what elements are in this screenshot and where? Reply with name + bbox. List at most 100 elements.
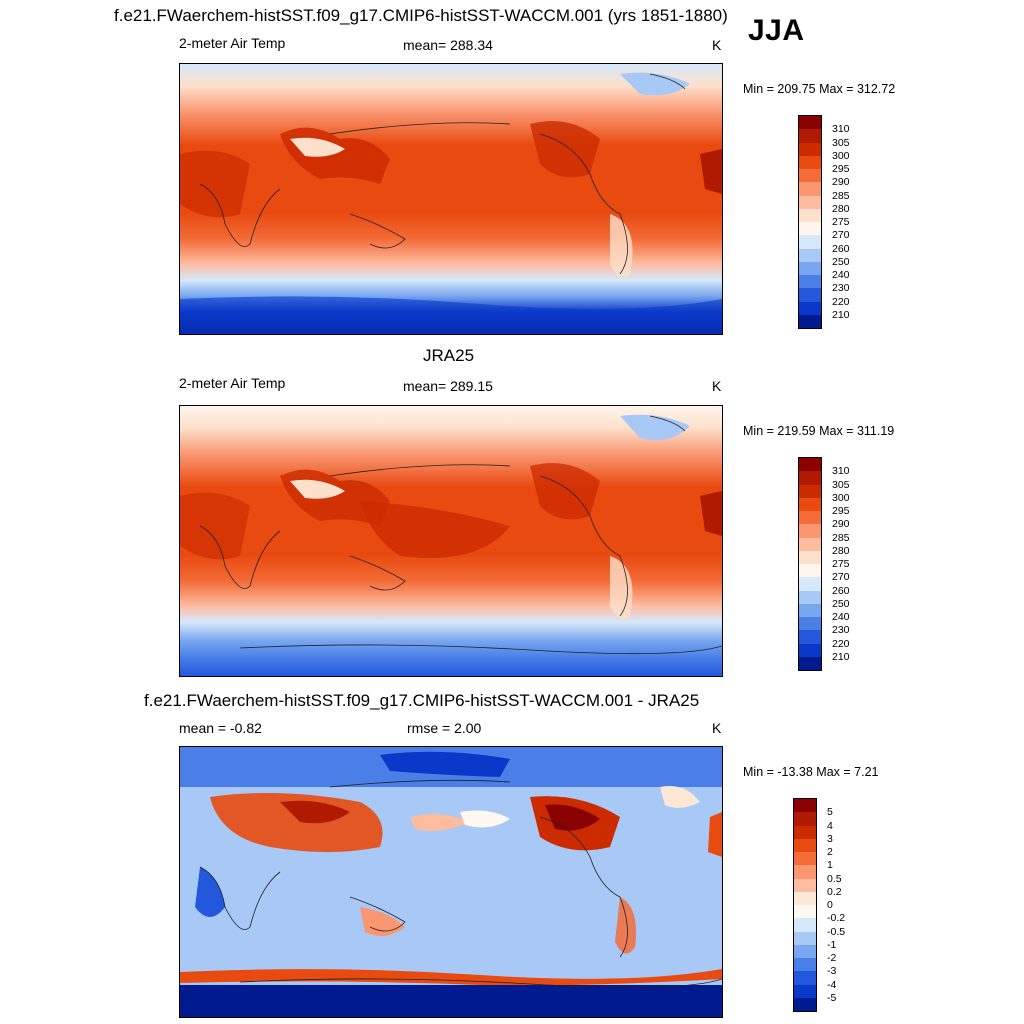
colorbar-swatch <box>799 577 821 591</box>
colorbar-swatch <box>794 812 816 826</box>
colorbar-swatch <box>799 248 821 262</box>
colorbar-swatch <box>794 878 816 892</box>
colorbar-tick-label: 295 <box>832 505 850 517</box>
colorbar-swatch <box>799 484 821 498</box>
colorbar-tick-label: 220 <box>832 295 850 308</box>
colorbar-tick-label: 4 <box>827 819 833 832</box>
colorbar-tick-label: 0.5 <box>827 872 842 885</box>
colorbar-tick-label: -4 <box>827 978 837 991</box>
colorbar-tick-label: -2 <box>827 952 837 964</box>
colorbar-tick-label: 230 <box>832 624 850 637</box>
colorbar-swatch <box>799 301 821 315</box>
panel1-minmax-label: Min = 209.75 Max = 312.72 <box>743 82 896 96</box>
colorbar-tick-label: 240 <box>832 611 850 623</box>
colorbar-swatch <box>794 918 816 932</box>
figure-title: f.e21.FWaerchem-histSST.f09_g17.CMIP6-hi… <box>114 6 728 25</box>
colorbar-swatch <box>799 497 821 511</box>
colorbar-tick-label: 250 <box>832 597 850 610</box>
panel2-colorbar <box>798 457 822 671</box>
panel3-unit-label: K <box>712 720 722 736</box>
colorbar-swatch <box>799 182 821 196</box>
colorbar-tick-label: -1 <box>827 938 837 951</box>
colorbar-tick-label: 285 <box>832 189 850 202</box>
colorbar-tick-label: 305 <box>832 478 850 491</box>
colorbar-swatch <box>799 195 821 209</box>
colorbar-swatch <box>799 617 821 631</box>
colorbar-swatch <box>799 288 821 302</box>
panel2-map-graphic <box>180 406 722 676</box>
colorbar-swatch <box>794 984 816 998</box>
colorbar-tick-label: 270 <box>832 229 850 242</box>
colorbar-tick-label: 230 <box>832 282 850 295</box>
colorbar-tick-label: -3 <box>827 965 837 978</box>
colorbar-tick-label: 210 <box>832 308 850 321</box>
colorbar-tick-label: 300 <box>832 149 850 162</box>
colorbar-swatch <box>794 931 816 945</box>
colorbar-tick-label: 310 <box>832 465 850 478</box>
colorbar-swatch <box>799 643 821 657</box>
colorbar-tick-label: 275 <box>832 558 850 570</box>
colorbar-tick-label: -0.2 <box>827 912 846 925</box>
panel2-minmax-label: Min = 219.59 Max = 311.19 <box>743 424 895 438</box>
colorbar-tick-label: 285 <box>832 531 850 544</box>
colorbar-tick-label: -0.5 <box>827 925 846 938</box>
colorbar-tick-label: 270 <box>832 571 850 584</box>
colorbar-swatch <box>799 222 821 236</box>
colorbar-tick-label: 260 <box>832 242 850 255</box>
panel1-mean-label: mean= 288.34 <box>403 37 493 53</box>
colorbar-swatch <box>794 799 816 813</box>
colorbar-swatch <box>794 971 816 985</box>
panel2-mean-label: mean= 289.15 <box>403 378 493 394</box>
colorbar-tick-label: 5 <box>827 806 833 819</box>
colorbar-tick-label: 220 <box>832 637 850 650</box>
colorbar-swatch <box>799 511 821 525</box>
colorbar-tick-label: 280 <box>832 202 850 215</box>
panel2-unit-label: K <box>712 378 722 394</box>
colorbar-tick-label: 275 <box>832 216 850 228</box>
colorbar-swatch <box>799 208 821 222</box>
panel1-temperature-map <box>179 63 723 335</box>
colorbar-tick-label: 305 <box>832 136 850 149</box>
colorbar-swatch <box>799 550 821 564</box>
colorbar-swatch <box>799 235 821 249</box>
colorbar-tick-label: -5 <box>827 991 837 1004</box>
panel3-difference-map <box>179 746 723 1018</box>
colorbar-swatch <box>794 944 816 958</box>
colorbar-tick-label: 2 <box>827 846 833 858</box>
colorbar-swatch <box>799 630 821 644</box>
panel2-temperature-map <box>179 405 723 677</box>
panel3-rmse-label: rmse = 2.00 <box>407 720 482 736</box>
colorbar-tick-label: 0.2 <box>827 885 842 898</box>
colorbar-tick-label: 0 <box>827 899 833 911</box>
colorbar-tick-label: 295 <box>832 163 850 175</box>
panel3-title: f.e21.FWaerchem-histSST.f09_g17.CMIP6-hi… <box>144 691 700 710</box>
colorbar-tick-label: 210 <box>832 650 850 663</box>
colorbar-swatch <box>794 891 816 905</box>
colorbar-tick-label: 1 <box>827 859 833 872</box>
colorbar-tick-label: 260 <box>832 584 850 597</box>
colorbar-swatch <box>799 471 821 485</box>
colorbar-tick-label: 3 <box>827 832 833 845</box>
colorbar-swatch <box>799 537 821 551</box>
colorbar-swatch <box>799 314 821 328</box>
colorbar-swatch <box>799 603 821 617</box>
colorbar-swatch <box>794 825 816 839</box>
colorbar-swatch <box>799 155 821 169</box>
panel1-variable-label: 2-meter Air Temp <box>179 35 286 51</box>
colorbar-tick-label: 290 <box>832 518 850 531</box>
colorbar-swatch <box>794 838 816 852</box>
colorbar-tick-label: 290 <box>832 176 850 189</box>
colorbar-swatch <box>799 116 821 130</box>
colorbar-swatch <box>799 524 821 538</box>
colorbar-swatch <box>799 275 821 289</box>
colorbar-swatch <box>799 564 821 578</box>
panel3-colorbar <box>793 798 817 1012</box>
colorbar-swatch <box>799 169 821 183</box>
season-label: JJA <box>748 14 805 47</box>
colorbar-swatch <box>799 656 821 670</box>
panel3-map-graphic <box>180 747 722 1017</box>
colorbar-tick-label: 280 <box>832 544 850 557</box>
panel1-unit-label: K <box>712 37 722 53</box>
panel1-map-graphic <box>180 64 722 334</box>
colorbar-swatch <box>799 458 821 472</box>
